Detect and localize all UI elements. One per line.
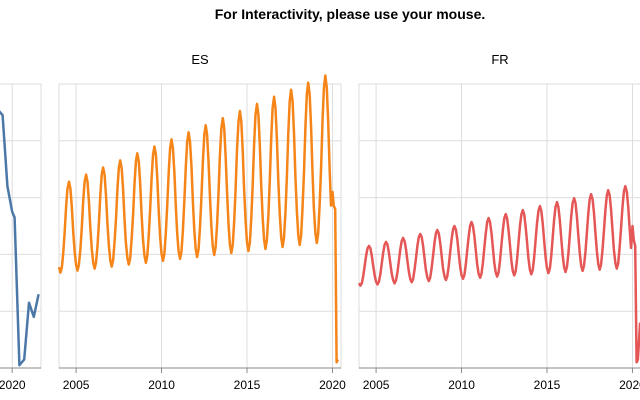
chart-title: For Interactivity, please use your mouse…	[214, 6, 486, 22]
x-tick-label: 2015	[534, 378, 561, 392]
x-tick-label: 2020	[319, 378, 346, 392]
series-line-partial[interactable]	[0, 110, 40, 367]
facet-label-es: ES	[191, 52, 209, 67]
facet-label-fr: FR	[491, 52, 508, 67]
x-tick-label: 2005	[63, 378, 90, 392]
x-tick-label: 2010	[148, 378, 175, 392]
series-line-es[interactable]	[57, 74, 340, 364]
x-tick-label: 2015	[234, 378, 261, 392]
series-line-fr[interactable]	[357, 184, 640, 364]
x-tick-label: 2005	[363, 378, 390, 392]
x-tick-label: 2020	[0, 378, 26, 392]
x-tick-label: 2010	[448, 378, 475, 392]
plot-frame	[0, 83, 42, 369]
plot-frame	[358, 83, 640, 369]
x-tick-label: 2020	[619, 378, 640, 392]
